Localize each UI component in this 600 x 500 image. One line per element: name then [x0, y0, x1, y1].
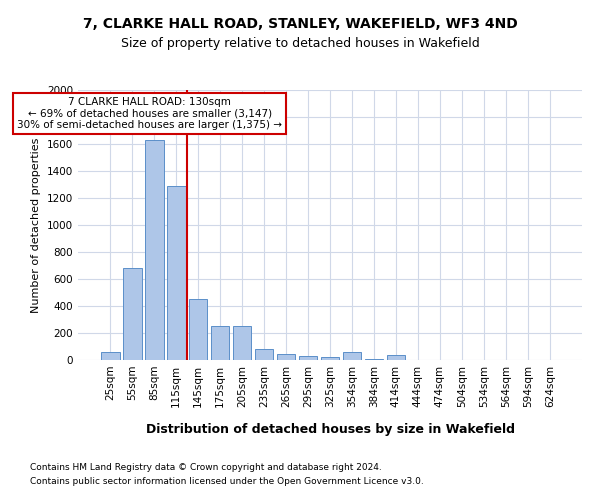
Bar — [365, 358, 383, 360]
Bar — [145, 140, 164, 360]
Bar — [320, 356, 340, 360]
Bar — [277, 354, 295, 360]
Bar — [189, 299, 208, 360]
Text: Contains HM Land Registry data © Crown copyright and database right 2024.: Contains HM Land Registry data © Crown c… — [30, 464, 382, 472]
Bar — [343, 352, 361, 360]
Text: Contains public sector information licensed under the Open Government Licence v3: Contains public sector information licen… — [30, 477, 424, 486]
Text: Size of property relative to detached houses in Wakefield: Size of property relative to detached ho… — [121, 38, 479, 51]
Text: 7 CLARKE HALL ROAD: 130sqm
← 69% of detached houses are smaller (3,147)
30% of s: 7 CLARKE HALL ROAD: 130sqm ← 69% of deta… — [17, 97, 283, 130]
Text: Distribution of detached houses by size in Wakefield: Distribution of detached houses by size … — [146, 422, 515, 436]
Bar — [233, 326, 251, 360]
Bar — [255, 349, 274, 360]
Y-axis label: Number of detached properties: Number of detached properties — [31, 138, 41, 312]
Bar — [211, 326, 229, 360]
Bar — [167, 186, 185, 360]
Bar — [101, 352, 119, 360]
Text: 7, CLARKE HALL ROAD, STANLEY, WAKEFIELD, WF3 4ND: 7, CLARKE HALL ROAD, STANLEY, WAKEFIELD,… — [83, 18, 517, 32]
Bar — [123, 268, 142, 360]
Bar — [386, 356, 405, 360]
Bar — [299, 356, 317, 360]
